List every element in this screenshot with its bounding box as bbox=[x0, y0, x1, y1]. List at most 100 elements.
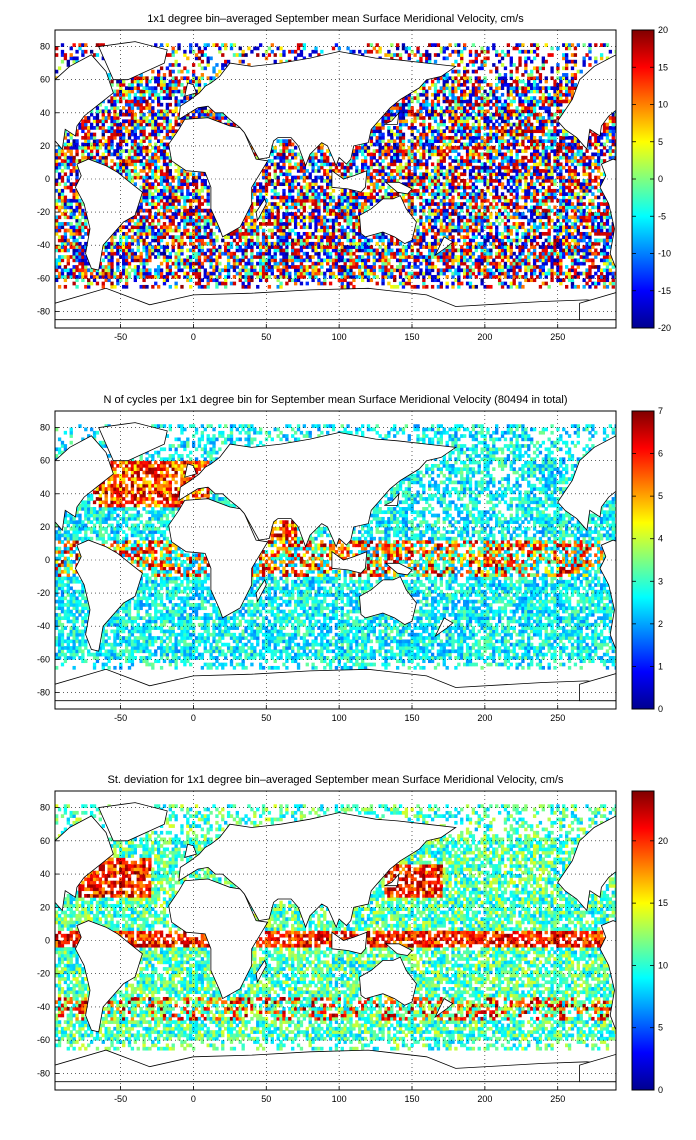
heatmap-cell bbox=[401, 284, 406, 289]
heatmap-cell bbox=[145, 159, 149, 163]
heatmap-cell bbox=[72, 142, 76, 147]
heatmap-cell bbox=[183, 215, 187, 220]
heatmap-cell bbox=[538, 175, 543, 180]
heatmap-cell bbox=[576, 198, 580, 203]
heatmap-cell bbox=[594, 248, 598, 253]
heatmap-cell bbox=[512, 281, 516, 286]
heatmap-cell bbox=[107, 245, 111, 249]
heatmap-cell bbox=[189, 205, 193, 210]
heatmap-cell bbox=[288, 241, 292, 246]
heatmap-cell bbox=[378, 149, 382, 153]
heatmap-cell bbox=[66, 202, 70, 206]
heatmap-cell bbox=[544, 275, 548, 279]
heatmap-cell bbox=[197, 248, 202, 253]
heatmap-cell bbox=[468, 268, 473, 273]
heatmap-cell bbox=[512, 268, 516, 273]
heatmap-cell bbox=[136, 258, 140, 263]
heatmap-cell bbox=[436, 241, 441, 246]
heatmap-cell bbox=[174, 255, 178, 259]
heatmap-cell bbox=[250, 208, 254, 213]
heatmap-cell bbox=[570, 261, 575, 266]
heatmap-cell bbox=[509, 179, 513, 183]
heatmap-cell bbox=[346, 225, 350, 230]
heatmap-cell bbox=[582, 182, 586, 187]
heatmap-cell bbox=[579, 238, 583, 243]
heatmap-cell bbox=[532, 182, 537, 187]
heatmap-cell bbox=[250, 275, 254, 279]
heatmap-cell bbox=[559, 205, 563, 210]
heatmap-cell bbox=[340, 281, 344, 286]
heatmap-cell bbox=[556, 212, 560, 216]
heatmap-cell bbox=[244, 271, 248, 276]
heatmap-cell bbox=[130, 139, 135, 143]
heatmap-cell bbox=[177, 169, 181, 173]
heatmap-cell bbox=[261, 231, 266, 236]
heatmap-cell bbox=[358, 235, 362, 239]
heatmap-cell bbox=[323, 215, 327, 220]
heatmap-cell bbox=[358, 231, 362, 236]
heatmap-cell bbox=[428, 212, 432, 216]
heatmap-cell bbox=[576, 179, 580, 183]
heatmap-cell bbox=[203, 275, 207, 279]
heatmap-cell bbox=[253, 255, 257, 259]
heatmap-cell bbox=[145, 185, 149, 190]
heatmap-cell bbox=[509, 261, 513, 266]
heatmap-cell bbox=[334, 275, 339, 279]
heatmap-cell bbox=[457, 152, 461, 157]
heatmap-cell bbox=[337, 238, 341, 243]
heatmap-cell bbox=[174, 284, 178, 289]
heatmap-cell bbox=[407, 192, 411, 196]
heatmap-cell bbox=[512, 212, 516, 216]
heatmap-cell bbox=[168, 235, 172, 239]
heatmap-cell bbox=[468, 248, 473, 253]
heatmap-cell bbox=[55, 228, 59, 233]
heatmap-cell bbox=[567, 142, 572, 147]
heatmap-cell bbox=[145, 251, 149, 256]
heatmap-cell bbox=[180, 251, 184, 256]
heatmap-cell bbox=[361, 241, 365, 246]
heatmap-cell bbox=[378, 268, 382, 273]
heatmap-cell bbox=[428, 185, 432, 190]
heatmap-cell bbox=[515, 225, 519, 230]
heatmap-cell bbox=[349, 255, 353, 259]
heatmap-cell bbox=[448, 202, 452, 206]
heatmap-cell bbox=[206, 225, 210, 230]
heatmap-cell bbox=[471, 238, 476, 243]
heatmap-cell bbox=[130, 268, 135, 273]
heatmap-cell bbox=[165, 275, 170, 279]
heatmap-cell bbox=[471, 222, 476, 226]
heatmap-cell bbox=[145, 182, 149, 187]
heatmap-cell bbox=[567, 251, 572, 256]
heatmap-cell bbox=[497, 245, 502, 249]
heatmap-cell bbox=[576, 231, 580, 236]
heatmap-cell bbox=[142, 208, 146, 213]
heatmap-cell bbox=[256, 202, 260, 206]
heatmap-cell bbox=[556, 261, 560, 266]
heatmap-cell bbox=[433, 145, 438, 150]
heatmap-cell bbox=[506, 182, 511, 187]
heatmap-cell bbox=[168, 251, 172, 256]
heatmap-cell bbox=[247, 281, 251, 286]
heatmap-cell bbox=[285, 159, 289, 163]
heatmap-cell bbox=[72, 165, 76, 170]
heatmap-cell bbox=[448, 218, 452, 223]
heatmap-cell bbox=[212, 222, 216, 226]
heatmap-cell bbox=[291, 175, 295, 180]
heatmap-cell bbox=[55, 261, 59, 266]
heatmap-cell bbox=[550, 179, 554, 183]
heatmap-cell bbox=[148, 149, 152, 153]
heatmap-cell bbox=[562, 248, 566, 253]
heatmap-cell bbox=[562, 195, 566, 200]
heatmap-cell bbox=[404, 175, 409, 180]
heatmap-cell bbox=[177, 202, 181, 206]
heatmap-cell bbox=[69, 142, 73, 147]
heatmap-cell bbox=[585, 182, 589, 187]
heatmap-cell bbox=[480, 225, 484, 230]
heatmap-cell bbox=[573, 215, 578, 220]
heatmap-cell bbox=[296, 251, 301, 256]
heatmap-cell bbox=[60, 149, 65, 153]
heatmap-cell bbox=[419, 231, 423, 236]
heatmap-cell bbox=[203, 225, 207, 230]
heatmap-cell bbox=[165, 152, 170, 157]
heatmap-cell bbox=[308, 245, 312, 249]
